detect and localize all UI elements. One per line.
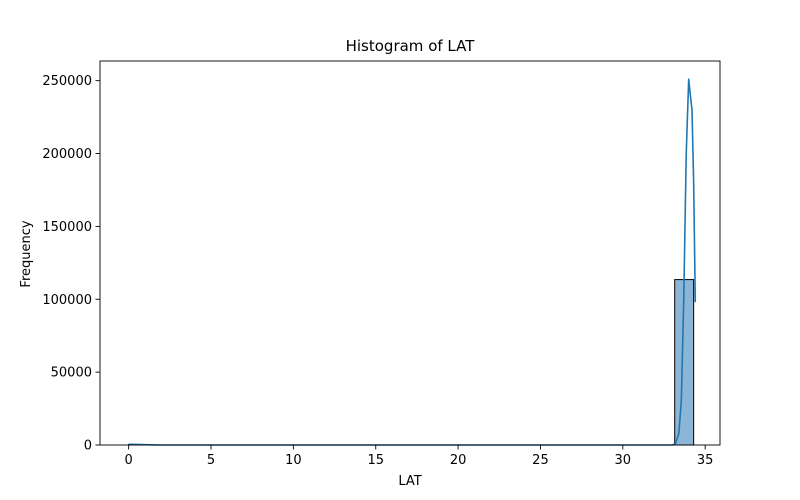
y-tick-label: 250000 — [42, 74, 92, 89]
x-tick-label: 30 — [615, 453, 632, 468]
x-tick-label: 0 — [125, 453, 133, 468]
y-tick-label: 150000 — [42, 220, 92, 235]
x-tick-label: 15 — [367, 453, 384, 468]
y-tick-label: 50000 — [51, 366, 92, 381]
x-tick-label: 5 — [207, 453, 215, 468]
y-tick-label: 0 — [84, 439, 92, 454]
y-tick-label: 200000 — [42, 147, 92, 162]
y-axis-label: Frequency — [19, 220, 34, 287]
axes: 0 5 10 15 20 25 30 35 0 50000 100000 150000 200000 25… — [42, 60, 721, 468]
y-tick-label: 100000 — [42, 293, 92, 308]
x-tick-label: 20 — [450, 453, 467, 468]
x-tick-label: 10 — [285, 453, 302, 468]
axes-frame — [99, 60, 721, 446]
x-tick-label: 35 — [697, 453, 714, 468]
x-tick-label: 25 — [532, 453, 549, 468]
x-axis-label: LAT — [398, 474, 421, 489]
chart-title: Histogram of LAT — [346, 37, 476, 55]
